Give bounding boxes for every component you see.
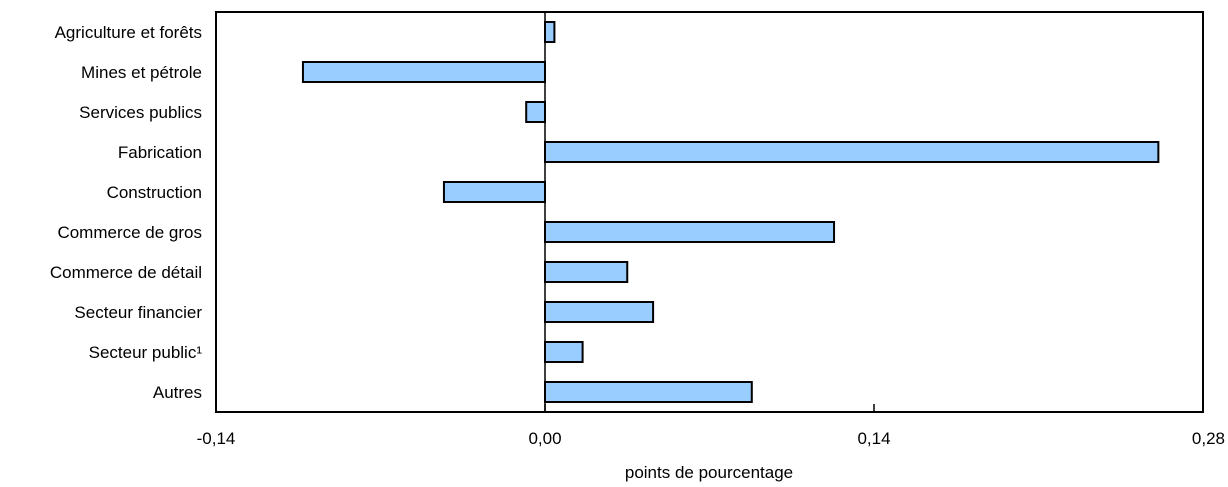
x-ticks: -0,14 0,00 0,14 0,28 — [197, 404, 1225, 448]
x-tick-label-3: 0,28 — [1192, 429, 1225, 448]
bar-3 — [544, 141, 1160, 163]
bar-9 — [544, 381, 753, 403]
category-label-1: Mines et pétrole — [81, 63, 202, 82]
category-label-6: Commerce de détail — [50, 263, 202, 282]
bar-5 — [544, 221, 836, 243]
bar-7 — [544, 301, 655, 323]
category-labels: Agriculture et forêts Mines et pétrole Ser… — [50, 23, 202, 402]
bar-0 — [544, 21, 556, 43]
category-label-5: Commerce de gros — [57, 223, 202, 242]
category-label-4: Construction — [107, 183, 202, 202]
x-axis-title: points de pourcentage — [625, 463, 793, 482]
bar-8 — [544, 341, 584, 363]
category-label-2: Services publics — [79, 103, 202, 122]
category-label-9: Autres — [153, 383, 202, 402]
x-tick-label-1: 0,00 — [528, 429, 561, 448]
bar-6 — [544, 261, 629, 283]
bars-group — [301, 21, 1160, 403]
category-label-7: Secteur financier — [74, 303, 202, 322]
x-tick-label-2: 0,14 — [857, 429, 890, 448]
category-label-8: Secteur public¹ — [89, 343, 203, 362]
category-label-0: Agriculture et forêts — [55, 23, 202, 42]
bar-2 — [525, 101, 547, 123]
x-tick-label-0: -0,14 — [197, 429, 236, 448]
bar-4 — [442, 181, 547, 203]
plot-area-frame — [215, 11, 1204, 413]
bar-1 — [301, 61, 547, 83]
category-label-3: Fabrication — [118, 143, 202, 162]
